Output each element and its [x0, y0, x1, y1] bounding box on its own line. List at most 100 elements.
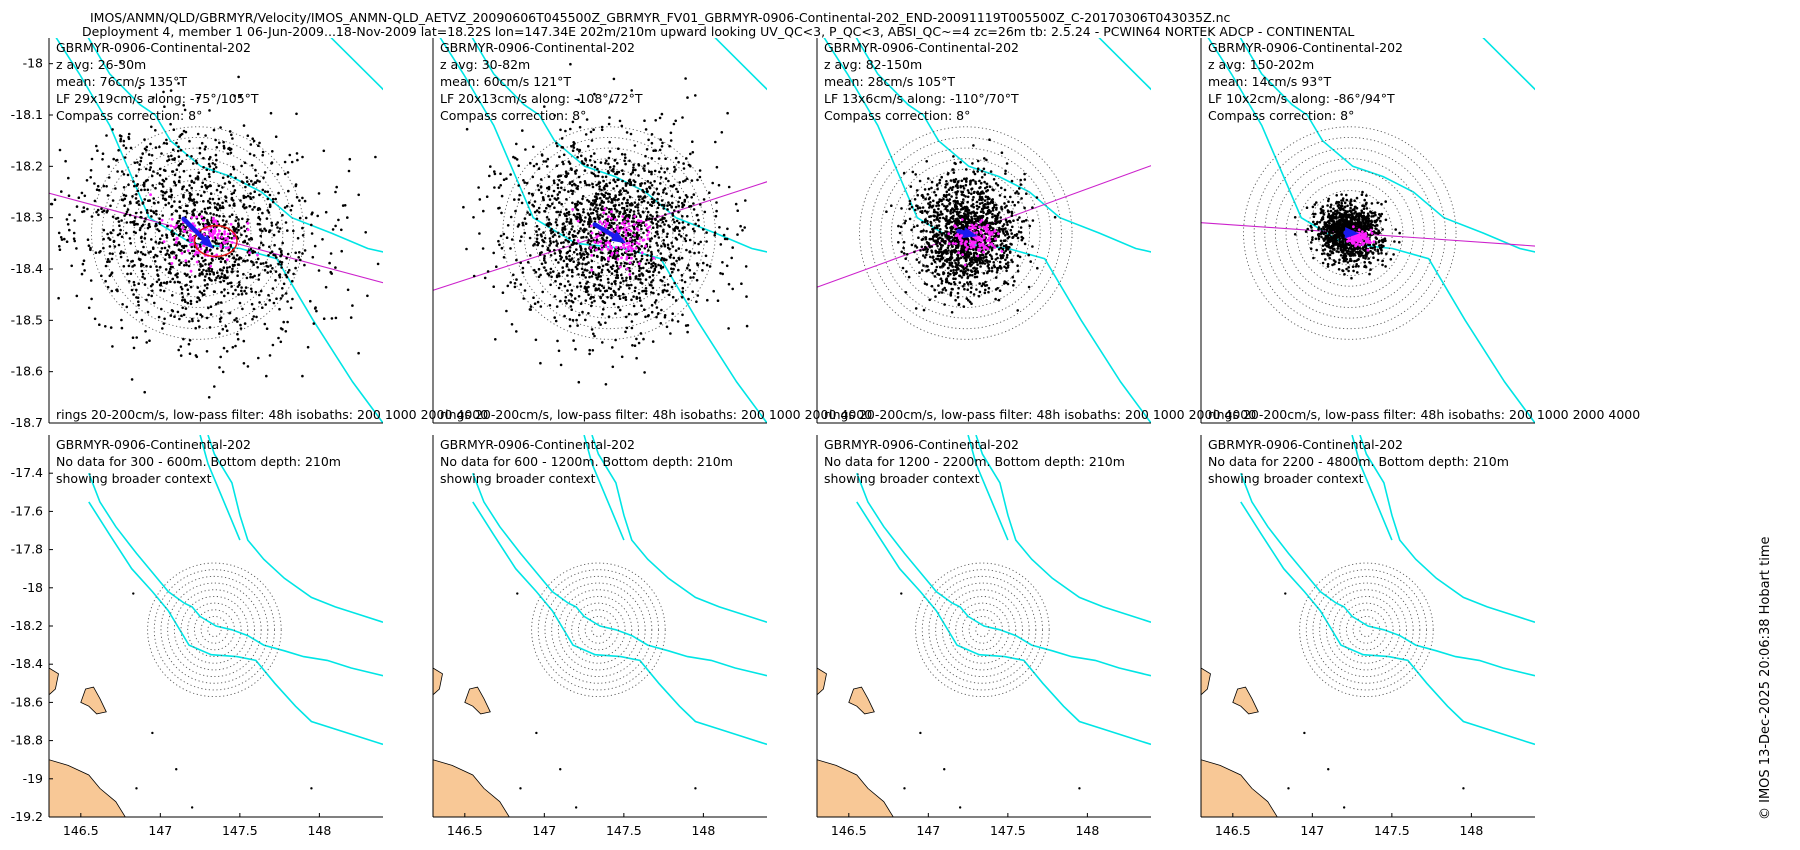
scatter-point [677, 268, 680, 272]
scatter-point [624, 298, 628, 302]
lowpass-point [606, 247, 610, 251]
scatter-point [1010, 179, 1014, 183]
scatter-point [219, 190, 222, 194]
scatter-point [933, 219, 936, 222]
scatter-point [614, 338, 617, 342]
scatter-point [198, 146, 202, 150]
scatter-point [553, 206, 556, 209]
scatter-point [618, 190, 621, 194]
scatter-point [644, 315, 647, 319]
scatter-point [312, 322, 316, 325]
scatter-point [169, 271, 172, 275]
scatter-point [649, 259, 653, 262]
scatter-point [662, 188, 665, 192]
scatter-point [125, 221, 129, 224]
scatter-point [1011, 260, 1014, 264]
scatter-point [681, 286, 685, 290]
lowpass-point [576, 219, 580, 223]
scatter-point [567, 160, 571, 163]
scatter-point [509, 173, 512, 176]
scatter-point [556, 183, 560, 186]
scatter-point [652, 291, 655, 295]
scatter-point [600, 268, 604, 272]
scatter-point [553, 316, 556, 319]
scatter-point [642, 199, 646, 203]
scatter-point [683, 237, 687, 240]
scatter-point [601, 293, 605, 296]
scatter-point [551, 230, 555, 233]
scatter-point [158, 266, 162, 269]
scatter-point [535, 217, 539, 221]
speed-ring [859, 126, 1073, 340]
scatter-point [538, 211, 541, 214]
scatter-point [154, 129, 157, 132]
scatter-point [501, 291, 505, 295]
scatter-point [515, 278, 518, 281]
scatter-point [674, 205, 678, 209]
scatter-point [1019, 231, 1023, 234]
scatter-point [937, 207, 940, 211]
scatter-point [198, 212, 202, 216]
scatter-point [657, 263, 660, 267]
scatter-point [603, 258, 607, 261]
scatter-point [299, 258, 302, 262]
scatter-point [582, 210, 585, 214]
scatter-point [622, 197, 625, 201]
scatter-point [668, 144, 671, 148]
scatter-point [558, 201, 561, 204]
scatter-point [924, 197, 927, 201]
scatter-point [197, 171, 201, 174]
scatter-point [648, 170, 651, 173]
scatter-point [104, 325, 107, 328]
scatter-point [242, 362, 246, 365]
scatter-point [138, 163, 141, 166]
scatter-point [706, 298, 709, 302]
scatter-point [997, 248, 1001, 251]
scatter-point [153, 260, 157, 263]
scatter-point [157, 201, 160, 204]
y-tick-label: -18.3 [11, 210, 43, 225]
scatter-point [903, 221, 906, 225]
scatter-point [577, 273, 580, 276]
scatter-point [532, 244, 535, 247]
scatter-point [956, 202, 960, 205]
scatter-point [164, 203, 167, 207]
scatter-point [995, 271, 999, 274]
scatter-point [220, 290, 223, 294]
scatter-point [931, 230, 935, 234]
scatter-point [576, 324, 579, 327]
scatter-point [986, 251, 990, 255]
scatter-point [137, 20, 140, 23]
scatter-point [947, 258, 951, 261]
scatter-point [650, 218, 654, 221]
scatter-point [607, 251, 611, 254]
scatter-point [633, 180, 637, 184]
scatter-point [918, 206, 922, 210]
scatter-point [522, 297, 525, 300]
scatter-point [644, 262, 648, 266]
scatter-point [953, 203, 957, 207]
scatter-point [936, 211, 939, 214]
scatter-point [270, 221, 274, 225]
scatter-point [569, 127, 572, 131]
scatter-point [188, 139, 191, 143]
scatter-point [650, 197, 654, 200]
scatter-point [986, 211, 990, 214]
panel-annotation: Compass correction: 8° [56, 108, 202, 123]
scatter-point [539, 361, 542, 365]
scatter-point [901, 266, 905, 270]
scatter-point [199, 194, 203, 197]
scatter-point [204, 263, 207, 266]
scatter-point [488, 174, 491, 178]
scatter-point [954, 201, 957, 204]
scatter-point [560, 181, 563, 184]
scatter-point [187, 292, 190, 296]
scatter-point [523, 289, 527, 292]
scatter-point [577, 261, 580, 264]
scatter-point [664, 157, 667, 160]
scatter-point [689, 204, 693, 208]
scatter-point [186, 238, 189, 242]
scatter-point [672, 228, 675, 231]
scatter-point [945, 252, 948, 255]
